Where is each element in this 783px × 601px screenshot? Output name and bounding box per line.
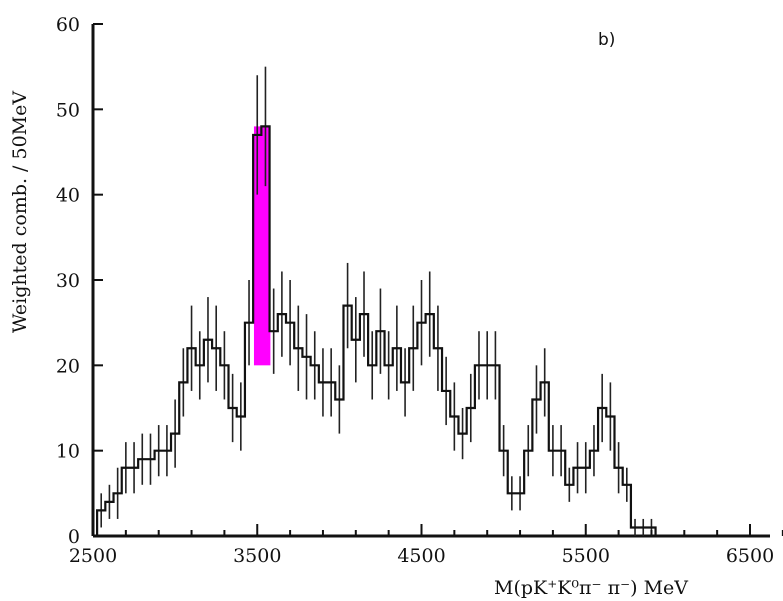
y-tick-label: 10	[56, 441, 80, 463]
highlight-band	[253, 126, 271, 366]
panel-label: b)	[598, 30, 615, 50]
x-axis-title: M(pK⁺K⁰π⁻ π⁻) MeV	[494, 577, 688, 599]
plot-frame	[91, 24, 770, 538]
y-tick-label: 0	[68, 526, 80, 548]
histogram-series	[96, 125, 672, 538]
y-tick-label: 40	[56, 185, 80, 207]
x-tick-label: 4500	[397, 545, 445, 567]
x-axis-ticks: 2500 3500 4500 5500 6500	[69, 524, 783, 567]
error-bars	[100, 66, 653, 536]
y-tick-label: 50	[56, 99, 80, 121]
x-tick-label: 2500	[69, 545, 117, 567]
y-tick-label: 20	[56, 355, 80, 377]
y-axis-ticks: 0 10 20 30 40 50 60	[56, 14, 103, 548]
x-tick-label: 5500	[562, 545, 610, 567]
y-axis-title: Weighted comb. / 50MeV	[9, 91, 31, 333]
y-tick-label: 30	[56, 270, 80, 292]
x-tick-label: 6500	[726, 545, 774, 567]
highlight-layer	[253, 126, 271, 366]
y-tick-label: 60	[56, 14, 80, 36]
x-tick-label: 3500	[233, 545, 281, 567]
